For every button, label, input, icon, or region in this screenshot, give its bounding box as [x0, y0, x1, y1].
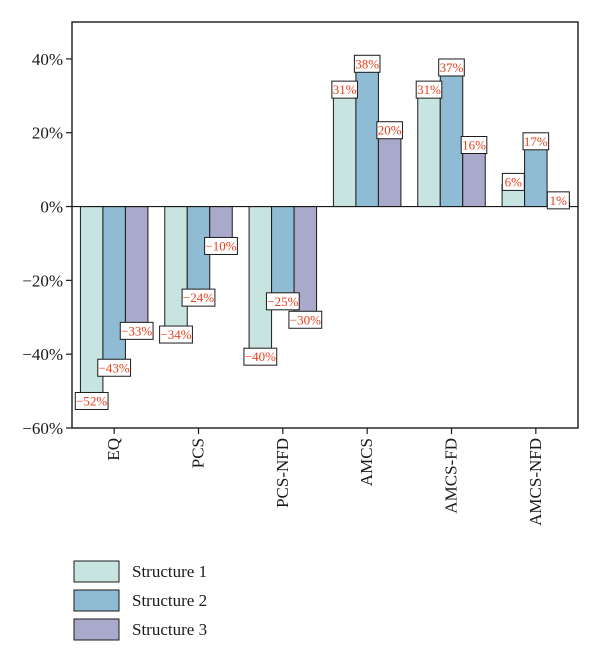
data-label: −43%: [99, 360, 130, 375]
data-label: −33%: [121, 323, 152, 338]
data-label-box: [501, 172, 525, 191]
bar: [377, 132, 402, 208]
y-tick-label: 20%: [32, 124, 63, 143]
x-tick-label: EQ: [104, 438, 123, 461]
legend-swatch: [73, 560, 120, 583]
data-label-box: [415, 80, 443, 99]
data-label-box: [546, 191, 570, 210]
data-label-box: [438, 58, 465, 77]
bar: [248, 206, 273, 355]
data-label-box: [522, 132, 550, 151]
data-label-box: [353, 54, 381, 73]
bar: [164, 206, 188, 333]
legend-swatch: [73, 618, 120, 641]
legend-label: Structure 2: [132, 591, 207, 610]
data-label-box: [74, 391, 109, 410]
bar: [355, 65, 379, 208]
x-tick-label: AMCS-NFD: [526, 438, 545, 526]
data-label: 20%: [378, 123, 402, 138]
legend-label: Structure 1: [132, 562, 207, 581]
y-tick-label: −60%: [22, 419, 63, 438]
data-label-box: [376, 121, 403, 140]
plot-area: [79, 65, 571, 399]
x-tick-label: PCS: [189, 438, 208, 468]
x-tick-label: PCS-NFD: [273, 438, 292, 508]
data-label: 17%: [524, 134, 548, 149]
data-label-box: [331, 80, 358, 99]
bar: [332, 91, 357, 208]
plot-frame: [71, 21, 579, 429]
data-labels: −52% −43% −33% −34% −24% −10% −40% −25% −30% 31% 3…: [74, 54, 570, 410]
data-label-box: [288, 310, 323, 329]
data-label-box: [460, 135, 488, 154]
data-label: −30%: [290, 312, 321, 327]
data-label-box: [119, 321, 154, 340]
y-tick-label: −20%: [22, 271, 63, 290]
data-label: 16%: [462, 137, 486, 152]
data-label: −34%: [160, 327, 191, 342]
x-tick-label: AMCS-FD: [442, 438, 461, 514]
bar: [417, 91, 441, 208]
bar: [462, 146, 486, 208]
legend: Structure 1 Structure 2 Structure 3: [73, 560, 207, 641]
data-label: −10%: [205, 238, 236, 253]
bar: [124, 206, 149, 329]
data-label: 31%: [417, 82, 441, 97]
axes: −60% −40% −20% 0% 20% 40% EQ PCS PCS-NFD AMCS AMCS…: [22, 21, 579, 526]
bar: [271, 206, 295, 300]
legend-label: Structure 3: [132, 620, 207, 639]
x-tick-label: AMCS: [357, 438, 376, 486]
data-label: −24%: [183, 290, 214, 305]
data-label: 37%: [440, 60, 464, 75]
bar: [439, 69, 464, 208]
data-label: 31%: [333, 82, 357, 97]
data-label-box: [204, 236, 238, 255]
y-tick-label: 0%: [40, 198, 63, 217]
data-label-box: [243, 347, 278, 366]
legend-swatch: [73, 589, 120, 612]
data-label: −52%: [76, 393, 107, 408]
data-label-box: [159, 325, 193, 344]
data-label: 6%: [505, 174, 523, 189]
data-label-box: [265, 292, 300, 311]
y-tick-label: −40%: [22, 345, 63, 364]
data-label: 38%: [355, 56, 379, 71]
data-label: −40%: [245, 349, 276, 364]
data-label: −25%: [267, 294, 298, 309]
bar: [524, 143, 548, 208]
data-label-box: [97, 358, 132, 377]
data-label-box: [181, 288, 216, 307]
bar: [102, 206, 126, 366]
data-label: 1%: [550, 193, 568, 208]
y-tick-label: 40%: [32, 50, 63, 69]
